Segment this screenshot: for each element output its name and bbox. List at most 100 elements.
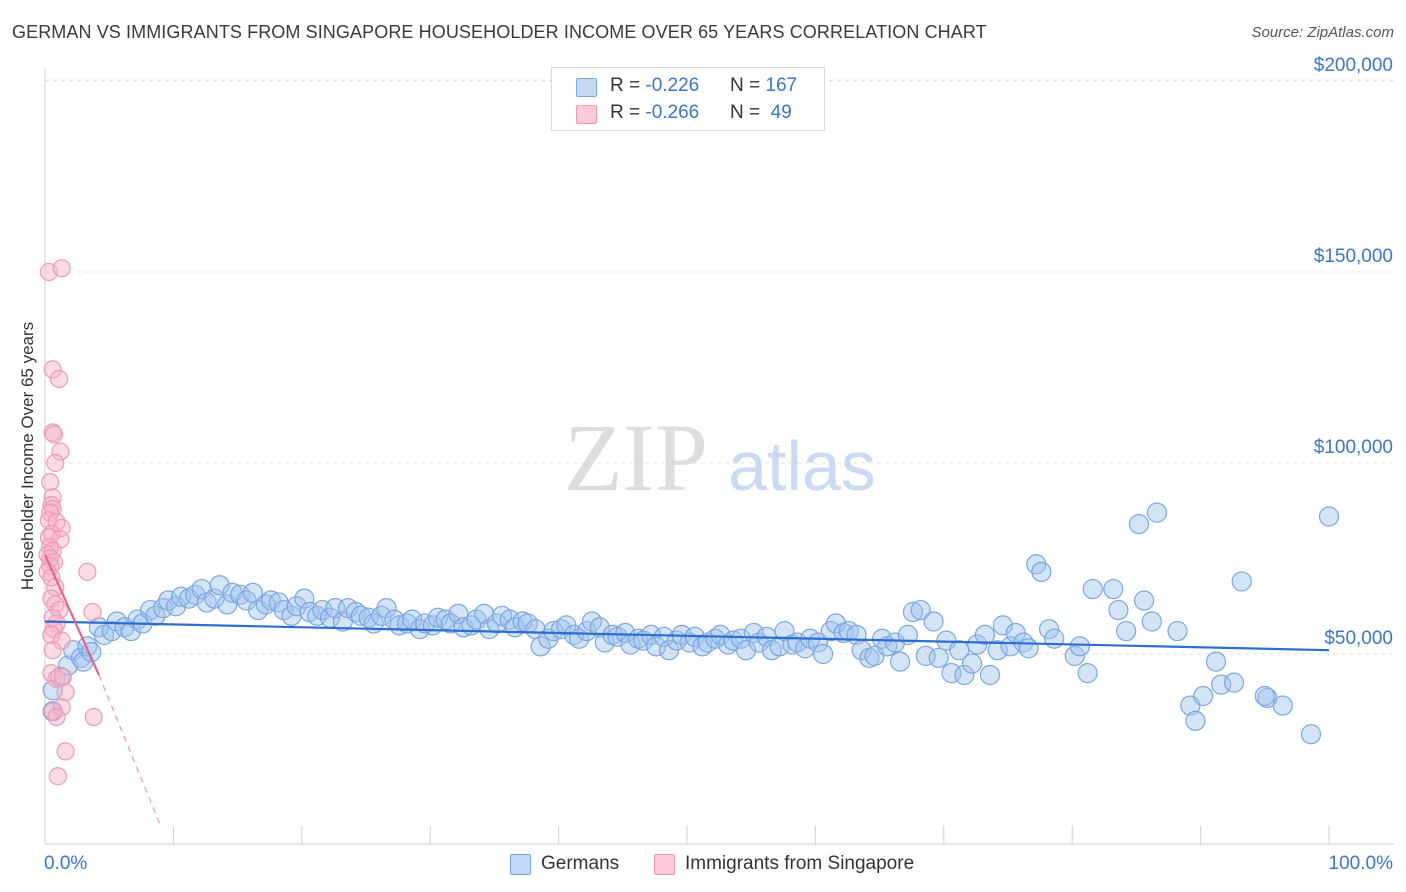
german-point <box>1205 651 1227 672</box>
trend-lines <box>43 554 1330 827</box>
german-point <box>185 584 206 605</box>
singapore-swatch <box>576 105 597 124</box>
source-credit: Source: ZipAtlas.com <box>1251 24 1394 41</box>
german-point <box>974 624 995 646</box>
german-point <box>294 588 315 609</box>
singapore-points <box>38 259 103 786</box>
german-point <box>653 626 674 647</box>
german-point <box>1031 561 1052 582</box>
r-label: R = <box>610 102 646 123</box>
r-value-germans: -0.226 <box>645 75 700 96</box>
singapore-point <box>47 707 66 727</box>
german-point <box>530 636 551 657</box>
singapore-point <box>50 600 69 620</box>
y-tick-label: $100,000 <box>1314 437 1393 458</box>
german-point <box>589 617 610 638</box>
german-point <box>1254 685 1275 707</box>
germans-legend-swatch <box>510 854 531 875</box>
german-point <box>1064 645 1085 667</box>
n-value-singapore: 49 <box>765 102 792 123</box>
german-point <box>890 651 911 672</box>
german-point <box>1167 620 1188 642</box>
german-point <box>1000 636 1021 657</box>
singapore-point <box>56 742 75 761</box>
n-value-germans: 167 <box>765 75 798 96</box>
correlation-legend: R = -0.226 N = 167 R = -0.266 N = 49 <box>551 67 825 131</box>
german-point <box>1146 502 1168 523</box>
singapore-point <box>41 473 60 492</box>
german-point <box>77 636 98 657</box>
singapore-point <box>43 641 62 660</box>
german-point <box>1044 628 1065 649</box>
german-point <box>427 607 449 628</box>
german-point <box>1116 620 1137 642</box>
german-point <box>1077 662 1098 684</box>
y-tick-label: $50,000 <box>1324 628 1393 649</box>
singapore-point <box>43 360 62 379</box>
singapore-point <box>52 259 71 278</box>
singapore-point <box>50 369 69 389</box>
legend-row-germans: R = -0.226 N = 167 <box>552 74 824 100</box>
singapore-legend-swatch <box>654 854 675 875</box>
german-point <box>1018 638 1039 659</box>
german-point <box>376 598 397 619</box>
german-point <box>1128 514 1150 535</box>
y-tick-label: $150,000 <box>1314 246 1393 267</box>
n-label: N = <box>730 102 766 123</box>
german-point <box>884 632 906 653</box>
germans-trend-line <box>44 620 1330 652</box>
german-point <box>1193 685 1214 707</box>
german-point <box>735 640 757 661</box>
german-point <box>923 611 944 632</box>
legend-row-singapore: R = -0.266 N = 49 <box>552 101 824 127</box>
german-point <box>58 655 79 676</box>
german-point <box>350 605 371 626</box>
r-value-singapore: -0.266 <box>645 102 700 123</box>
watermark-atlas: atlas <box>728 427 876 505</box>
singapore-point <box>84 707 103 727</box>
german-point <box>979 664 1001 686</box>
singapore-point <box>41 503 60 522</box>
germans-points <box>42 502 1340 745</box>
singapore-point <box>56 683 75 702</box>
singapore-point <box>83 602 102 622</box>
german-point <box>145 605 166 626</box>
german-point <box>1134 590 1155 611</box>
german-point <box>1185 710 1206 731</box>
german-point <box>1108 599 1129 621</box>
german-point <box>209 575 230 596</box>
german-point <box>954 664 975 686</box>
x-tick-label-min: 0.0% <box>44 853 87 874</box>
singapore-point <box>48 767 67 786</box>
singapore-point <box>46 453 65 473</box>
singapore-point <box>78 562 97 581</box>
series-legend: Germans Immigrants from Singapore <box>0 852 1406 878</box>
german-point <box>543 620 564 642</box>
singapore-point <box>44 425 64 444</box>
german-point <box>1223 672 1245 693</box>
singapore-point <box>52 698 71 717</box>
german-point <box>941 662 962 684</box>
german-point <box>576 620 597 642</box>
german-point <box>1272 695 1293 716</box>
y-tick-label: $200,000 <box>1314 55 1393 76</box>
german-point <box>1069 636 1091 657</box>
german-point <box>204 588 225 609</box>
germans-legend-label: Germans <box>541 853 620 874</box>
germans-swatch <box>576 78 597 97</box>
german-point <box>1082 578 1103 600</box>
german-point <box>120 620 142 642</box>
german-point <box>813 643 834 665</box>
german-point <box>987 640 1008 661</box>
singapore-point <box>53 667 73 687</box>
x-tick-labels: 0.0% 100.0% <box>44 853 1393 874</box>
german-point <box>414 613 436 634</box>
chart-title: GERMAN VS IMMIGRANTS FROM SINGAPORE HOUS… <box>12 22 987 42</box>
german-point <box>915 645 936 667</box>
german-point <box>928 647 949 668</box>
german-point <box>1318 506 1340 527</box>
german-point <box>1300 724 1322 745</box>
n-label: N = <box>730 75 766 96</box>
german-point <box>286 596 307 617</box>
